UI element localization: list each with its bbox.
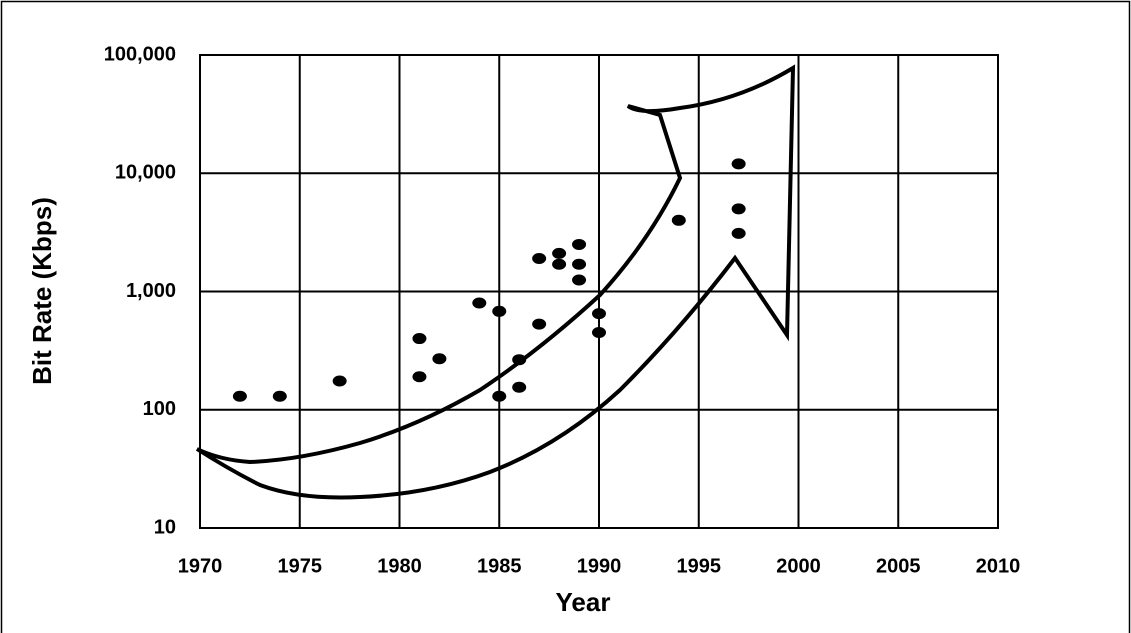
x-tick-label: 1975	[278, 555, 323, 577]
point	[552, 248, 566, 259]
point	[732, 203, 746, 214]
x-tick-label: 1995	[677, 555, 722, 577]
point	[412, 333, 426, 344]
x-axis-title: Year	[556, 587, 611, 617]
x-tick-label: 2010	[976, 555, 1021, 577]
point	[512, 354, 526, 365]
y-tick-label: 100	[143, 398, 176, 420]
y-tick-label: 10	[154, 516, 176, 538]
y-axis-title: Bit Rate (Kbps)	[27, 197, 57, 385]
x-tick-label: 2005	[876, 555, 921, 577]
point	[273, 391, 287, 402]
point	[432, 353, 446, 364]
x-tick-label: 1980	[377, 555, 422, 577]
point	[572, 275, 586, 286]
point	[532, 253, 546, 264]
point	[732, 158, 746, 169]
point	[333, 376, 347, 387]
point	[592, 308, 606, 319]
y-tick-label: 10,000	[115, 162, 176, 184]
y-tick-label: 1,000	[126, 280, 176, 302]
point	[512, 382, 526, 393]
y-tick-label: 100,000	[104, 43, 176, 65]
point	[572, 239, 586, 250]
point	[492, 306, 506, 317]
point	[472, 297, 486, 308]
x-tick-label: 1985	[477, 555, 522, 577]
point	[732, 228, 746, 239]
point	[532, 319, 546, 330]
x-tick-label: 1990	[577, 555, 622, 577]
point	[412, 371, 426, 382]
point	[672, 215, 686, 226]
x-tick-label: 1970	[178, 555, 223, 577]
point	[233, 391, 247, 402]
chart: Year Bit Rate (Kbps) 10 100 1,000 10,000 100…	[0, 0, 1131, 633]
point	[552, 259, 566, 270]
point	[572, 259, 586, 270]
grid	[200, 55, 998, 528]
point	[492, 391, 506, 402]
point	[592, 327, 606, 338]
x-tick-label: 2000	[776, 555, 821, 577]
trend-arrow	[197, 68, 793, 498]
